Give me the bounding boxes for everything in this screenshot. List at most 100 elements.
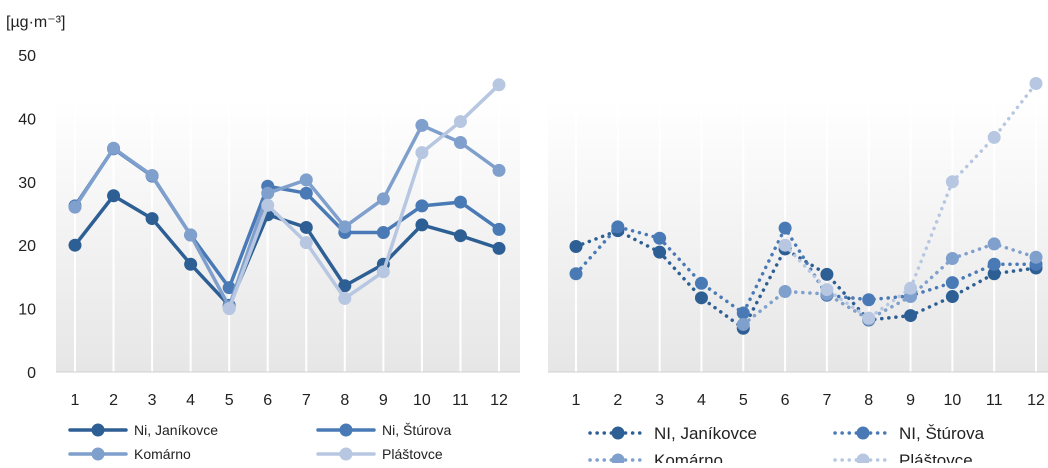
data-point [453,115,467,129]
legend-marker-swatch [856,453,870,467]
legend-label: Komárno [654,451,723,463]
x-tick-label: 12 [490,392,508,409]
data-point [453,229,467,243]
data-point [261,198,275,212]
data-point [492,222,506,236]
x-tick-label: 9 [906,392,915,409]
legend-item: Komárno [588,451,723,468]
x-tick-label: 3 [655,392,664,409]
x-tick-label: 4 [186,392,195,409]
data-point [184,228,198,242]
legend-marker-swatch [339,447,353,461]
x-tick-label: 6 [781,392,790,409]
data-point [376,192,390,206]
legend-label: Pláštovce [899,451,973,463]
series-line [741,242,1038,327]
series-3 [68,118,506,314]
legend-marker-swatch [856,426,870,440]
data-point [145,212,159,226]
data-point [694,276,708,290]
x-tick-label: 7 [822,392,831,409]
x-tick-label: 7 [302,392,311,409]
data-point [299,236,313,250]
legend-label: Ni, Štúrova [382,422,451,438]
plot-area-background [56,99,520,372]
data-point [299,173,313,187]
x-tick-label: 2 [613,392,622,409]
data-point [862,293,876,307]
data-point [376,226,390,240]
x-tick-label: 10 [943,392,961,409]
data-point [299,220,313,234]
data-point [338,220,352,234]
data-point [338,279,352,293]
legend-label: NI, Janíkovce [654,424,757,443]
data-point [1029,250,1043,264]
y-tick-label: 40 [18,111,36,128]
data-point [415,199,429,213]
x-tick-label: 5 [739,392,748,409]
data-point [945,276,959,290]
data-point [862,311,876,325]
data-point [945,175,959,189]
x-tick-label: 8 [864,392,873,409]
data-point [569,267,583,281]
data-point [987,257,1001,271]
plot-area-background [548,99,1048,372]
data-point [987,130,1001,144]
data-point [653,231,667,245]
data-point [222,281,236,295]
series-line [73,193,501,308]
data-point [653,245,667,259]
data-point [261,186,275,200]
legend-item: Ni, Janíkovce [68,422,218,438]
y-tick-label: 0 [27,365,36,382]
data-point [694,291,708,305]
data-point [492,163,506,177]
data-point [376,265,390,279]
y-axis-unit-label: [µg·m⁻³] [6,14,65,31]
data-point [415,218,429,232]
data-point [338,291,352,305]
y-tick-label: 30 [18,175,36,192]
data-point [904,309,918,323]
data-point [453,195,467,209]
data-point [222,302,236,316]
legend-marker-swatch [611,426,625,440]
legend-label: Komárno [134,446,191,462]
x-tick-label: 12 [1027,392,1045,409]
x-tick-label: 9 [379,392,388,409]
data-point [107,189,121,203]
y-tick-label: 10 [18,302,36,319]
data-point [145,168,159,182]
data-point [987,237,1001,251]
data-point [611,220,625,234]
x-tick-label: 8 [340,392,349,409]
data-point [299,186,313,200]
legend-marker-swatch [611,453,625,467]
legend-label: Pláštovce [382,446,443,462]
data-point [778,238,792,252]
data-point [736,317,750,331]
legend-item: NI, Štúrova [833,424,985,443]
legend-item: Pláštovce [316,446,443,462]
x-tick-label: 11 [452,392,469,409]
legend-marker-swatch [91,423,105,437]
data-point [569,239,583,253]
y-tick-label: 20 [18,238,36,255]
x-tick-label: 1 [71,392,80,409]
legend-marker-swatch [339,423,353,437]
data-point [987,267,1001,281]
data-point [778,221,792,235]
data-point [453,135,467,149]
x-tick-label: 11 [986,392,1003,409]
data-point [904,281,918,295]
data-point [736,306,750,320]
y-tick-label: 50 [18,48,36,65]
data-point [415,118,429,132]
data-point [107,141,121,155]
